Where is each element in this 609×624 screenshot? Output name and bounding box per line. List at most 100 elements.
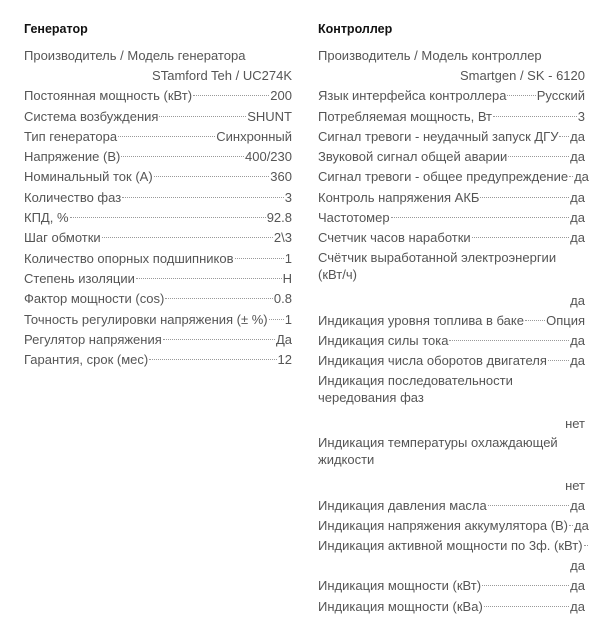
spec-row: Индикация активной мощности по 3ф. (кВт): [318, 536, 588, 556]
generator-section: Генератор Производитель / Модель генерат…: [24, 20, 292, 370]
dot-leader: [101, 237, 273, 239]
spec-label: Напряжение (В): [24, 149, 121, 165]
dot-leader: [149, 359, 277, 361]
spec-label: Счетчик часов наработки: [318, 230, 471, 246]
spec-value: STamford Teh / UC274K: [152, 68, 292, 84]
dot-leader: [483, 605, 570, 607]
spec-value: 200: [270, 88, 292, 104]
spec-row: Индикация числа оборотов двигателя да: [318, 351, 585, 371]
spec-row: Индикация силы тока да: [318, 331, 585, 351]
spec-label: Индикация числа оборотов двигателя: [318, 353, 547, 369]
spec-row: Регулятор напряжения Да: [24, 330, 292, 350]
dot-leader: [569, 524, 573, 526]
spec-row: Точность регулировки напряжения (± %) 1: [24, 310, 292, 330]
spec-row: Индикация уровня топлива в баке Опция: [318, 311, 585, 331]
spec-value: да: [570, 210, 585, 226]
spec-value: нет: [565, 415, 585, 431]
spec-row: Напряжение (В) 400/230: [24, 147, 292, 167]
spec-value: 12: [277, 352, 292, 368]
dot-leader: [118, 135, 216, 137]
spec-value: да: [574, 517, 589, 533]
spec-value: 92.8: [266, 210, 292, 226]
spec-label: Шаг обмотки: [24, 230, 101, 246]
spec-row: Постоянная мощность (кВт) 200: [24, 86, 292, 106]
spec-label: Тип генератора: [24, 128, 118, 144]
spec-row: Индикация напряжения аккумулятора (В) да: [318, 516, 589, 536]
spec-row: Индикация мощности (кВт) да: [318, 576, 585, 596]
spec-value: SHUNT: [247, 108, 292, 124]
spec-label: Сигнал тревоги - неудачный запуск ДГУ: [318, 128, 559, 144]
spec-label: Количество фаз: [24, 189, 122, 205]
dot-leader: [493, 115, 577, 117]
spec-label: Индикация уровня топлива в баке: [318, 312, 524, 328]
spec-label: Контроль напряжения АКБ: [318, 189, 480, 205]
spec-label: Система возбуждения: [24, 108, 159, 124]
dot-leader: [480, 196, 570, 198]
spec-row: Индикация последовательности чередования…: [318, 372, 585, 406]
spec-label: Производитель / Модель контроллер: [318, 48, 542, 63]
spec-value: да: [570, 292, 585, 308]
spec-row: Контроль напряжения АКБ да: [318, 188, 585, 208]
spec-label: Индикация температуры охлаждающей жидкос…: [318, 434, 558, 467]
dot-leader: [449, 339, 570, 341]
dot-leader: [471, 237, 570, 239]
dot-leader: [507, 95, 536, 97]
spec-value: Синхронный: [216, 128, 292, 144]
spec-label: Индикация напряжения аккумулятора (В): [318, 517, 568, 533]
dot-leader: [193, 95, 270, 97]
spec-label: Фактор мощности (cos): [24, 291, 165, 307]
spec-row: Фактор мощности (cos) 0.8: [24, 289, 292, 309]
generator-title: Генератор: [24, 22, 88, 36]
spec-row: Счетчик часов наработки да: [318, 228, 585, 248]
spec-value: Да: [275, 331, 292, 347]
spec-label: Индикация активной мощности по 3ф. (кВт): [318, 538, 583, 554]
spec-row: Тип генератора Синхронный: [24, 127, 292, 147]
spec-label: КПД, %: [24, 210, 69, 226]
dot-leader: [559, 135, 570, 137]
spec-value: да: [570, 149, 585, 165]
spec-label: Потребляемая мощность, Вт: [318, 108, 493, 124]
dot-leader: [121, 156, 244, 158]
spec-label: Звуковой сигнал общей аварии: [318, 149, 508, 165]
spec-label: Язык интерфейса контроллера: [318, 88, 507, 104]
dot-leader: [482, 585, 570, 587]
spec-value: да: [570, 128, 585, 144]
spec-row: Количество фаз 3: [24, 188, 292, 208]
spec-value: 3: [577, 108, 585, 124]
spec-label: Производитель / Модель генератора: [24, 48, 246, 63]
spec-row: Потребляемая мощность, Вт 3: [318, 107, 585, 127]
spec-row: Шаг обмотки 2\3: [24, 228, 292, 248]
controller-section: Контроллер Производитель / Модель контро…: [318, 20, 589, 617]
spec-label: Индикация мощности (кВа): [318, 598, 483, 614]
spec-value: нет: [565, 477, 585, 493]
spec-row: Индикация давления масла да: [318, 496, 585, 516]
dot-leader: [234, 257, 284, 259]
spec-label: Счётчик выработанной электроэнергии (кВт…: [318, 249, 557, 282]
spec-label: Номинальный ток (А): [24, 169, 153, 185]
spec-row: Количество опорных подшипников 1: [24, 249, 292, 269]
spec-value: да: [570, 230, 585, 246]
spec-value: да: [570, 189, 585, 205]
spec-row: Степень изоляции H: [24, 269, 292, 289]
controller-title: Контроллер: [318, 22, 393, 36]
dot-leader: [162, 338, 275, 340]
spec-value: да: [570, 558, 585, 574]
spec-row: Язык интерфейса контроллера Русский: [318, 86, 585, 106]
spec-row: Частотомер да: [318, 208, 585, 228]
spec-value: 2\3: [273, 230, 292, 246]
dot-leader: [268, 318, 284, 320]
spec-label: Индикация силы тока: [318, 332, 449, 348]
dot-leader: [390, 217, 570, 219]
spec-row: Сигнал тревоги - общее предупреждение да: [318, 167, 589, 187]
spec-value: H: [282, 270, 292, 286]
spec-label: Индикация мощности (кВт): [318, 578, 482, 594]
dot-leader: [583, 545, 588, 547]
spec-label: Точность регулировки напряжения (± %): [24, 311, 268, 327]
dot-leader: [569, 176, 574, 178]
spec-label: Количество опорных подшипников: [24, 250, 234, 266]
dot-leader: [547, 360, 570, 362]
dot-leader: [159, 115, 247, 117]
spec-value: да: [570, 332, 585, 348]
spec-row: Производитель / Модель генератора: [24, 46, 292, 66]
spec-value: да: [570, 353, 585, 369]
